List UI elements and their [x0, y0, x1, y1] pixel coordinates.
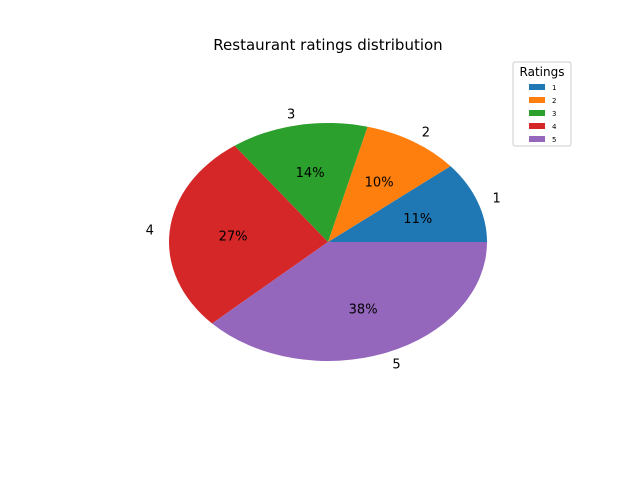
- slice-category-label: 2: [422, 125, 430, 140]
- legend: Ratings 1 2 3 4 5: [513, 62, 571, 146]
- legend-title: Ratings: [520, 65, 565, 79]
- slice-category-label: 1: [493, 192, 501, 207]
- slice-percent-label: 38%: [349, 302, 378, 317]
- legend-label: 1: [552, 84, 556, 92]
- slice-percent-label: 27%: [219, 229, 248, 244]
- chart-title: Restaurant ratings distribution: [213, 36, 442, 54]
- legend-label: 4: [552, 123, 557, 131]
- legend-swatch: [529, 123, 545, 129]
- slice-category-label: 4: [146, 224, 154, 239]
- legend-label: 5: [552, 136, 556, 144]
- legend-swatch: [529, 84, 545, 90]
- slice-percent-label: 11%: [403, 212, 432, 227]
- legend-label: 3: [552, 110, 556, 118]
- legend-label: 2: [552, 97, 556, 105]
- legend-swatch: [529, 110, 545, 116]
- slice-category-label: 3: [287, 107, 295, 122]
- slice-category-label: 5: [392, 358, 400, 373]
- legend-swatch: [529, 97, 545, 103]
- slice-percent-label: 10%: [365, 176, 394, 191]
- legend-swatch: [529, 136, 545, 142]
- slice-percent-label: 14%: [296, 166, 325, 181]
- pie-slices: [169, 123, 487, 361]
